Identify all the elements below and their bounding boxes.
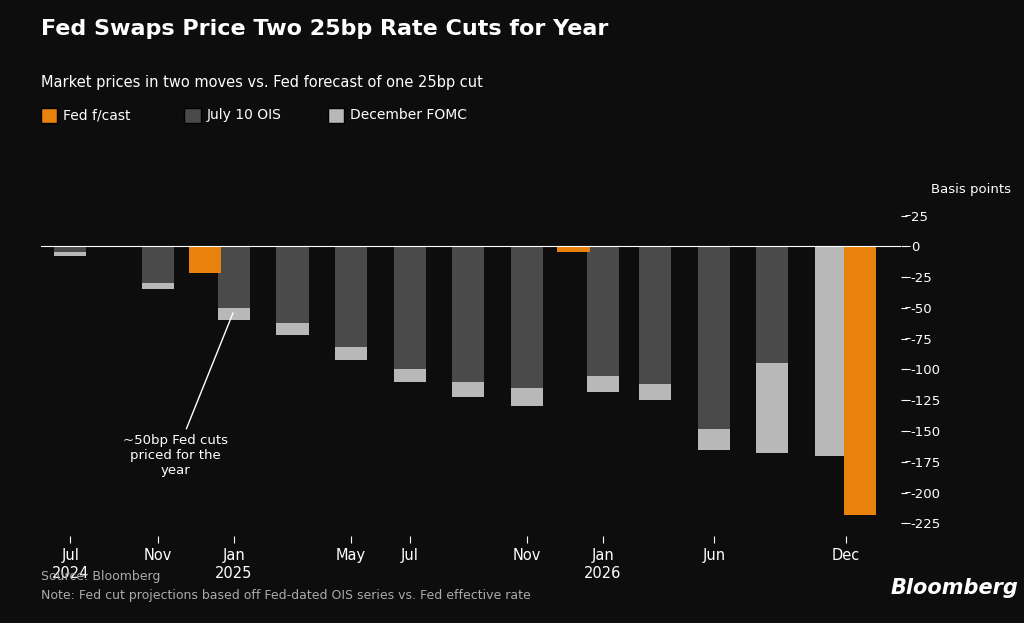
Text: Basis points: Basis points — [931, 183, 1012, 196]
Bar — [142, 246, 174, 283]
Bar — [393, 246, 426, 382]
Text: –: – — [904, 332, 910, 345]
Bar — [452, 246, 484, 382]
Text: Bloomberg: Bloomberg — [891, 578, 1019, 598]
Bar — [218, 246, 250, 308]
Bar — [511, 246, 543, 388]
Bar — [557, 246, 590, 252]
Bar — [587, 246, 618, 392]
Text: Market prices in two moves vs. Fed forecast of one 25bp cut: Market prices in two moves vs. Fed forec… — [41, 75, 483, 90]
Bar — [335, 246, 368, 347]
Bar — [844, 246, 877, 515]
Bar — [188, 246, 221, 273]
Text: –: – — [904, 455, 910, 468]
Text: –: – — [904, 486, 910, 499]
Bar — [697, 246, 730, 450]
Text: December FOMC: December FOMC — [350, 108, 467, 122]
Text: –: – — [904, 394, 910, 407]
Bar — [218, 246, 250, 320]
Bar — [815, 246, 847, 455]
Bar — [142, 246, 174, 290]
Text: –: – — [904, 363, 910, 376]
Text: Source: Bloomberg: Source: Bloomberg — [41, 570, 161, 583]
Text: Note: Fed cut projections based off Fed-dated OIS series vs. Fed effective rate: Note: Fed cut projections based off Fed-… — [41, 589, 530, 602]
Text: –: – — [904, 240, 910, 253]
Text: July 10 OIS: July 10 OIS — [207, 108, 282, 122]
Bar — [587, 246, 618, 376]
Text: –: – — [904, 517, 910, 530]
Text: ~50bp Fed cuts
priced for the
year: ~50bp Fed cuts priced for the year — [123, 313, 233, 477]
Bar — [452, 246, 484, 397]
Bar — [639, 246, 672, 401]
Bar — [276, 246, 308, 323]
Text: Fed f/cast: Fed f/cast — [63, 108, 131, 122]
Bar — [54, 246, 86, 252]
Bar — [697, 246, 730, 429]
Text: –: – — [904, 209, 910, 222]
Bar — [393, 246, 426, 369]
Bar — [276, 246, 308, 335]
Bar — [511, 246, 543, 406]
Bar — [639, 246, 672, 384]
Text: Fed Swaps Price Two 25bp Rate Cuts for Year: Fed Swaps Price Two 25bp Rate Cuts for Y… — [41, 19, 608, 39]
Bar — [54, 246, 86, 256]
Bar — [757, 246, 788, 454]
Text: –: – — [904, 270, 910, 283]
Bar — [757, 246, 788, 363]
Text: –: – — [904, 425, 910, 437]
Bar — [335, 246, 368, 359]
Text: –: – — [904, 302, 910, 315]
